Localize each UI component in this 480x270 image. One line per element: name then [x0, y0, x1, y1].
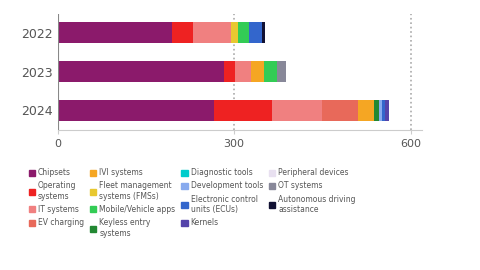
Bar — [58, 61, 224, 82]
Bar — [231, 22, 238, 43]
Bar — [58, 100, 214, 121]
Bar — [262, 22, 264, 43]
Bar — [264, 61, 277, 82]
Bar — [214, 100, 272, 121]
Bar — [238, 22, 249, 43]
Bar — [277, 61, 287, 82]
Bar — [374, 100, 379, 121]
Bar — [172, 22, 193, 43]
Bar — [58, 22, 172, 43]
Bar — [382, 100, 385, 121]
Bar — [251, 61, 264, 82]
Bar — [193, 22, 231, 43]
Legend: Chipsets, Operating
systems, IT systems, EV charging, IVI systems, Fleet managem: Chipsets, Operating systems, IT systems,… — [29, 168, 356, 238]
Bar — [358, 100, 374, 121]
Bar — [272, 100, 323, 121]
Bar — [235, 61, 251, 82]
Bar — [323, 100, 358, 121]
Bar — [385, 100, 389, 121]
Bar — [224, 61, 235, 82]
Bar — [379, 100, 382, 121]
Bar — [249, 22, 262, 43]
